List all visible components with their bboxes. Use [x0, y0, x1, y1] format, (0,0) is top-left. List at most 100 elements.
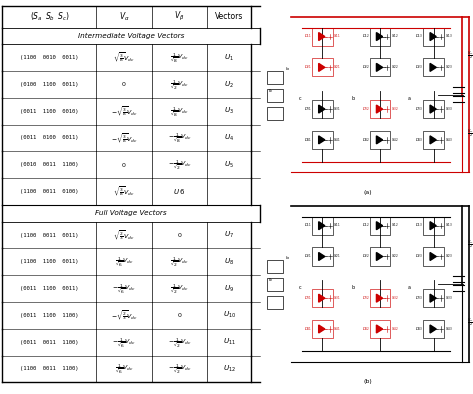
Polygon shape: [319, 325, 325, 333]
Text: $D_{31}$: $D_{31}$: [304, 294, 312, 302]
Bar: [312, 131, 333, 149]
Text: $S_{12}$: $S_{12}$: [391, 33, 399, 40]
Text: $\frac{1}{\sqrt{6}}V_{dc}$: $\frac{1}{\sqrt{6}}V_{dc}$: [115, 255, 133, 268]
Bar: [312, 58, 333, 76]
Text: $\frac{1}{\sqrt{2}}V_{dc}$: $\frac{1}{\sqrt{2}}V_{dc}$: [170, 255, 189, 268]
Text: (0011  1100  0010): (0011 1100 0010): [20, 109, 79, 114]
Text: $S_{22}$: $S_{22}$: [391, 253, 399, 260]
Bar: [267, 278, 283, 291]
Text: $U_4$: $U_4$: [224, 133, 234, 143]
Polygon shape: [319, 253, 325, 260]
Text: $D_{21}$: $D_{21}$: [304, 253, 312, 260]
Text: $U_8$: $U_8$: [224, 257, 234, 267]
Text: $I_a$: $I_a$: [285, 65, 290, 73]
Text: (a): (a): [363, 190, 372, 195]
Text: $S_{41}$: $S_{41}$: [333, 325, 341, 333]
Bar: [267, 89, 283, 102]
Bar: [370, 131, 390, 149]
Polygon shape: [430, 222, 436, 230]
Text: $( S_a \enspace S_b \enspace S_c )$: $( S_a \enspace S_b \enspace S_c )$: [30, 10, 69, 23]
Text: (1100  0011  1100): (1100 0011 1100): [20, 366, 79, 372]
Polygon shape: [430, 253, 436, 260]
Text: (1100  0011  0011): (1100 0011 0011): [20, 232, 79, 238]
Text: $D_{23}$: $D_{23}$: [415, 253, 423, 260]
Bar: [423, 217, 444, 235]
Text: $I_b$: $I_b$: [268, 276, 273, 284]
Text: $-\frac{1}{\sqrt{8}}V_{dc}$: $-\frac{1}{\sqrt{8}}V_{dc}$: [167, 132, 192, 145]
Text: $S_{33}$: $S_{33}$: [445, 105, 453, 113]
Polygon shape: [319, 63, 325, 71]
Polygon shape: [377, 63, 383, 71]
Text: $0$: $0$: [177, 311, 183, 320]
Text: b: b: [352, 285, 355, 290]
Bar: [370, 289, 390, 307]
Text: $S_{31}$: $S_{31}$: [333, 105, 341, 113]
Text: (0011  1100  1100): (0011 1100 1100): [20, 313, 79, 318]
Bar: [423, 58, 444, 76]
Polygon shape: [430, 105, 436, 113]
Text: $\sqrt{\frac{3}{8}}V_{dc}$: $\sqrt{\frac{3}{8}}V_{dc}$: [113, 185, 135, 198]
Bar: [370, 247, 390, 266]
Polygon shape: [430, 63, 436, 71]
Text: $D_{31}$: $D_{31}$: [304, 105, 312, 113]
Bar: [312, 289, 333, 307]
Polygon shape: [377, 294, 383, 302]
Text: b: b: [352, 96, 355, 101]
Polygon shape: [377, 136, 383, 144]
Polygon shape: [430, 325, 436, 333]
Bar: [267, 296, 283, 309]
Text: $S_{13}$: $S_{13}$: [445, 33, 453, 40]
Text: $D_{21}$: $D_{21}$: [304, 63, 312, 71]
Text: $D_{12}$: $D_{12}$: [361, 33, 370, 40]
Text: (0011  0011  1100): (0011 0011 1100): [20, 340, 79, 345]
Text: $-\frac{1}{\sqrt{2}}V_{dc}$: $-\frac{1}{\sqrt{2}}V_{dc}$: [167, 362, 192, 375]
Text: $\frac{V_{dc}}{2}$: $\frac{V_{dc}}{2}$: [467, 127, 473, 139]
Text: (b): (b): [363, 379, 372, 384]
Text: $U_9$: $U_9$: [224, 283, 234, 294]
Bar: [370, 58, 390, 76]
Bar: [370, 320, 390, 338]
Text: $V_{\beta}$: $V_{\beta}$: [175, 10, 185, 23]
Polygon shape: [319, 105, 325, 113]
Bar: [423, 289, 444, 307]
Polygon shape: [377, 105, 383, 113]
Text: $S_{12}$: $S_{12}$: [391, 222, 399, 229]
Text: $\frac{1}{\sqrt{2}}V_{dc}$: $\frac{1}{\sqrt{2}}V_{dc}$: [170, 282, 189, 295]
Text: $D_{11}$: $D_{11}$: [304, 33, 312, 40]
Polygon shape: [319, 294, 325, 302]
Text: $V_{\alpha}$: $V_{\alpha}$: [119, 10, 130, 23]
Text: $\sqrt{\frac{2}{3}}V_{dc}$: $\sqrt{\frac{2}{3}}V_{dc}$: [113, 228, 135, 242]
Text: $\frac{V_{dc}}{2}$: $\frac{V_{dc}}{2}$: [467, 316, 473, 329]
Text: $D_{33}$: $D_{33}$: [415, 105, 423, 113]
Text: c: c: [298, 285, 301, 290]
Polygon shape: [430, 33, 436, 41]
Polygon shape: [377, 33, 383, 41]
Text: $I_a$: $I_a$: [285, 255, 290, 262]
Text: a: a: [408, 96, 411, 101]
Bar: [423, 28, 444, 46]
Bar: [312, 100, 333, 118]
Bar: [423, 131, 444, 149]
Text: Intermediate Voltage Vectors: Intermediate Voltage Vectors: [78, 33, 184, 39]
Bar: [370, 100, 390, 118]
Text: $D_{22}$: $D_{22}$: [361, 253, 370, 260]
Text: $U_{12}$: $U_{12}$: [223, 364, 236, 374]
Text: (0011  1100  0011): (0011 1100 0011): [20, 286, 79, 291]
Text: $D_{33}$: $D_{33}$: [415, 294, 423, 302]
Polygon shape: [377, 222, 383, 230]
Text: $-\frac{1}{\sqrt{2}}V_{dc}$: $-\frac{1}{\sqrt{2}}V_{dc}$: [167, 158, 192, 171]
Text: $D_{43}$: $D_{43}$: [415, 325, 423, 333]
Text: $U_{10}$: $U_{10}$: [222, 310, 236, 320]
Polygon shape: [430, 136, 436, 144]
Text: $0$: $0$: [177, 231, 183, 239]
Text: $S_{23}$: $S_{23}$: [445, 253, 453, 260]
Text: $S_{11}$: $S_{11}$: [333, 33, 341, 40]
Text: $S_{13}$: $S_{13}$: [445, 222, 453, 229]
Text: $S_{33}$: $S_{33}$: [445, 294, 453, 302]
Text: $S_{32}$: $S_{32}$: [391, 105, 399, 113]
Text: $\frac{1}{\sqrt{6}}V_{dc}$: $\frac{1}{\sqrt{6}}V_{dc}$: [115, 362, 133, 375]
Polygon shape: [319, 33, 325, 41]
Text: $I_b$: $I_b$: [268, 87, 273, 95]
Text: $S_{22}$: $S_{22}$: [391, 63, 399, 71]
Bar: [312, 320, 333, 338]
